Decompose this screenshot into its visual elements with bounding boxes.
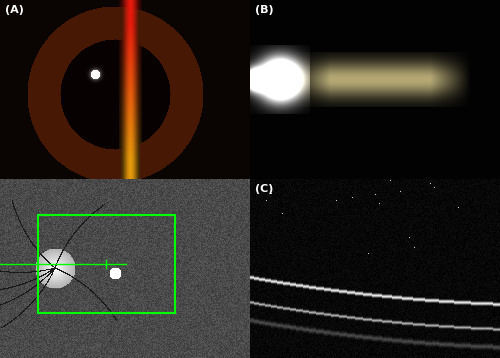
Text: (C): (C) xyxy=(255,184,274,194)
Text: (A): (A) xyxy=(5,5,24,15)
Bar xyxy=(38,215,175,313)
Text: (B): (B) xyxy=(255,5,274,15)
